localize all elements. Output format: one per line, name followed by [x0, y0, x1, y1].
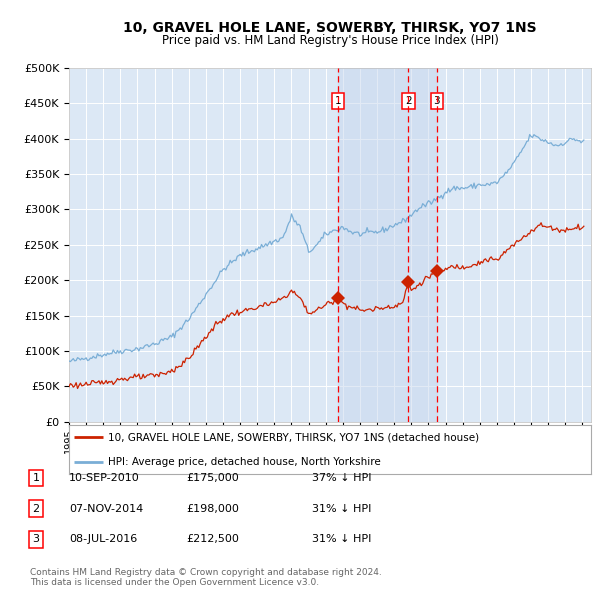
Text: 10, GRAVEL HOLE LANE, SOWERBY, THIRSK, YO7 1NS: 10, GRAVEL HOLE LANE, SOWERBY, THIRSK, Y…	[123, 21, 537, 35]
Text: Contains HM Land Registry data © Crown copyright and database right 2024.
This d: Contains HM Land Registry data © Crown c…	[30, 568, 382, 587]
Text: 07-NOV-2014: 07-NOV-2014	[69, 504, 143, 513]
Text: Price paid vs. HM Land Registry's House Price Index (HPI): Price paid vs. HM Land Registry's House …	[161, 34, 499, 47]
Text: 08-JUL-2016: 08-JUL-2016	[69, 535, 137, 544]
Text: 1: 1	[32, 473, 40, 483]
Text: 10-SEP-2010: 10-SEP-2010	[69, 473, 140, 483]
Text: HPI: Average price, detached house, North Yorkshire: HPI: Average price, detached house, Nort…	[108, 457, 381, 467]
Text: 31% ↓ HPI: 31% ↓ HPI	[312, 535, 371, 544]
Text: £212,500: £212,500	[186, 535, 239, 544]
Text: 3: 3	[32, 535, 40, 544]
Text: 31% ↓ HPI: 31% ↓ HPI	[312, 504, 371, 513]
Text: 37% ↓ HPI: 37% ↓ HPI	[312, 473, 371, 483]
Text: £175,000: £175,000	[186, 473, 239, 483]
Text: 2: 2	[405, 96, 412, 106]
Text: 10, GRAVEL HOLE LANE, SOWERBY, THIRSK, YO7 1NS (detached house): 10, GRAVEL HOLE LANE, SOWERBY, THIRSK, Y…	[108, 432, 479, 442]
Text: 1: 1	[335, 96, 341, 106]
Text: 3: 3	[434, 96, 440, 106]
Bar	[338, 68, 437, 422]
Text: £198,000: £198,000	[186, 504, 239, 513]
Text: 2: 2	[32, 504, 40, 513]
